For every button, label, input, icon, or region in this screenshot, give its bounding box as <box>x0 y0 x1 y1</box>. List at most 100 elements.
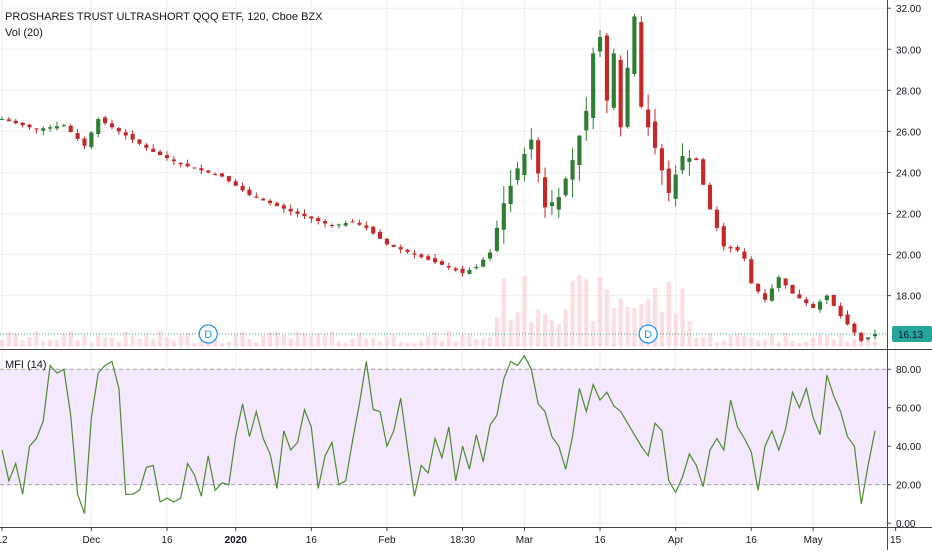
volume-bar <box>68 331 73 347</box>
volume-bar <box>378 341 383 347</box>
candle-body <box>254 196 259 198</box>
candle-body <box>178 162 183 165</box>
volume-bar <box>61 333 66 347</box>
time-axis[interactable]: 12 Dec 16 2020 16 Feb 18:30 Mar 16 Apr 16 May 15 <box>0 527 902 546</box>
volume-bar <box>831 339 836 347</box>
volume-bar <box>783 332 788 347</box>
volume-bar <box>542 313 548 347</box>
time-tick-label: 16 <box>161 535 173 546</box>
volume-bar <box>144 334 149 347</box>
volume-bar <box>199 341 204 347</box>
candle-body <box>439 261 444 265</box>
time-tick-label: Mar <box>516 535 534 546</box>
volume-bar <box>109 337 115 347</box>
volume-bar <box>694 337 699 347</box>
candle-body <box>783 278 788 286</box>
dividend-marker-circle <box>198 324 218 344</box>
mfi-tick-label: 60.00 <box>896 404 921 415</box>
candle-body <box>714 209 719 228</box>
volume-bar <box>405 342 410 347</box>
candle-body <box>501 203 506 230</box>
candle-body <box>54 126 60 129</box>
volume-bar <box>549 319 554 347</box>
candle-body <box>171 159 176 162</box>
volume-bar <box>274 332 280 347</box>
candle-body <box>522 153 527 175</box>
volume-bar <box>350 338 355 347</box>
time-tick-label: 16 <box>594 535 606 546</box>
candle-body <box>872 334 878 337</box>
volume-bar <box>742 335 747 347</box>
candle-body <box>336 224 341 226</box>
candle-body <box>109 123 115 128</box>
volume-bar <box>261 335 266 347</box>
volume-bar <box>735 333 740 347</box>
candle-body <box>749 259 754 284</box>
time-tick-label: 16 <box>306 535 318 546</box>
volume-bar <box>247 338 252 347</box>
volume-bar <box>219 343 225 347</box>
volume-bar <box>776 342 781 347</box>
volume-bar <box>295 331 300 347</box>
candle-body <box>838 305 843 317</box>
dividend-marker[interactable]: D <box>638 324 658 344</box>
candle-body <box>89 132 94 148</box>
volume-bar <box>226 342 231 347</box>
volume-bar <box>130 335 135 347</box>
mfi-band-fill <box>0 369 887 485</box>
candle-body <box>639 22 644 107</box>
price-axis[interactable]: 32.00 30.00 28.00 26.00 24.00 22.00 20.00 18.00 <box>887 4 921 303</box>
candle-body <box>41 128 46 131</box>
volume-bar <box>82 335 87 347</box>
candle-body <box>137 139 142 144</box>
candle-body <box>646 109 651 128</box>
volume-bar <box>0 340 5 347</box>
volume-bar <box>446 331 451 347</box>
mfi-axis[interactable]: 80.00 60.00 40.00 20.00 0.00 <box>887 365 921 530</box>
candle-body <box>769 288 774 301</box>
volume-bar <box>474 339 479 347</box>
candle-body <box>240 185 245 191</box>
mfi-legend: MFI (14) <box>5 359 47 371</box>
candle-body <box>776 277 781 288</box>
candle-body <box>563 178 568 196</box>
candle-body <box>721 226 726 247</box>
candle-body <box>412 253 417 255</box>
volume-bar <box>769 334 774 347</box>
volume-bar <box>762 340 768 347</box>
candle-body <box>852 323 857 333</box>
candle-body <box>0 119 5 121</box>
candle-body <box>206 170 211 173</box>
candle-body <box>570 160 575 180</box>
volume-bar <box>790 341 795 347</box>
volume-bar <box>123 331 128 347</box>
candle-body <box>226 176 231 182</box>
candle-body <box>151 148 156 152</box>
dividend-marker[interactable]: D <box>198 324 218 344</box>
candle-body <box>268 200 273 204</box>
volume-bar <box>536 309 541 347</box>
volume-bar <box>391 334 396 347</box>
volume-bar <box>316 333 321 347</box>
volume-bar <box>233 333 238 347</box>
volume-bar <box>89 342 94 347</box>
candle-body <box>281 205 286 209</box>
candle-body <box>350 221 355 223</box>
candle-body <box>666 168 671 193</box>
candle-body <box>762 293 768 300</box>
volume-bar <box>75 340 80 347</box>
candle-body <box>494 227 499 251</box>
candle-body <box>804 299 809 304</box>
time-tick-label: 2020 <box>225 535 248 546</box>
candle-body <box>391 244 396 247</box>
candle-body <box>233 181 238 186</box>
volume-bar <box>343 343 348 347</box>
volume-bar <box>611 308 616 347</box>
volume-bar <box>460 334 465 347</box>
candle-body <box>48 127 53 129</box>
candle-body <box>68 125 73 133</box>
candle-body <box>34 128 39 130</box>
